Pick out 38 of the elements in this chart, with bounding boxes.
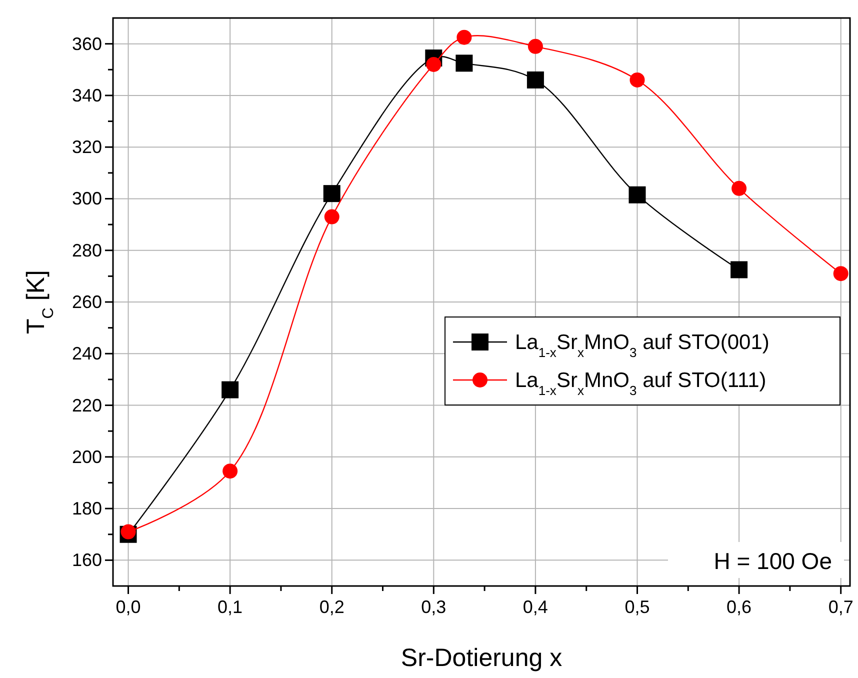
point <box>730 261 748 278</box>
point <box>833 266 848 282</box>
y-tick-label: 220 <box>72 395 102 416</box>
point <box>426 56 442 72</box>
y-tick-label: 200 <box>72 446 102 467</box>
legend-label: La$_{1-x}$Sr$_{x}$MnO$_{3}$ auf STO(111) <box>515 369 766 398</box>
y-tick-label: 240 <box>72 344 102 364</box>
x-tick-label: 0,6 <box>726 597 752 617</box>
y-tick-label: 280 <box>72 240 102 260</box>
point <box>732 180 747 196</box>
x-tick-label: 0,1 <box>218 597 243 617</box>
y-tick-label: 340 <box>72 85 102 106</box>
y-tick-label: 360 <box>72 34 102 54</box>
x-tick-label: 0,4 <box>522 597 548 617</box>
point <box>630 72 645 88</box>
x-tick-label: 0,0 <box>116 597 141 617</box>
point <box>324 209 340 224</box>
y-tick-label: 260 <box>72 292 102 312</box>
point <box>456 30 472 45</box>
y-tick-label: 180 <box>72 498 102 519</box>
x-tick-label: 0,3 <box>421 597 446 617</box>
point <box>526 71 544 88</box>
point <box>528 38 543 54</box>
x-tick-label: 0,2 <box>319 597 344 617</box>
x-tick-label: 0,5 <box>624 597 650 617</box>
point <box>323 185 340 202</box>
y-tick-label: 320 <box>72 137 102 158</box>
point <box>222 464 238 479</box>
point <box>628 186 646 204</box>
annotation: H = 100 Oe <box>714 548 832 574</box>
point <box>120 524 136 540</box>
point <box>456 54 473 72</box>
y-tick-label: 160 <box>72 550 102 570</box>
point <box>222 381 239 398</box>
x-tick-label: 0,7 <box>828 597 854 617</box>
legend-label: La$_{1-x}$Sr$_{x}$MnO$_{3}$ auf STO(001) <box>515 331 770 360</box>
x-axis-title: Sr-Dotierung x <box>400 644 563 672</box>
y-tick-label: 300 <box>72 188 102 209</box>
